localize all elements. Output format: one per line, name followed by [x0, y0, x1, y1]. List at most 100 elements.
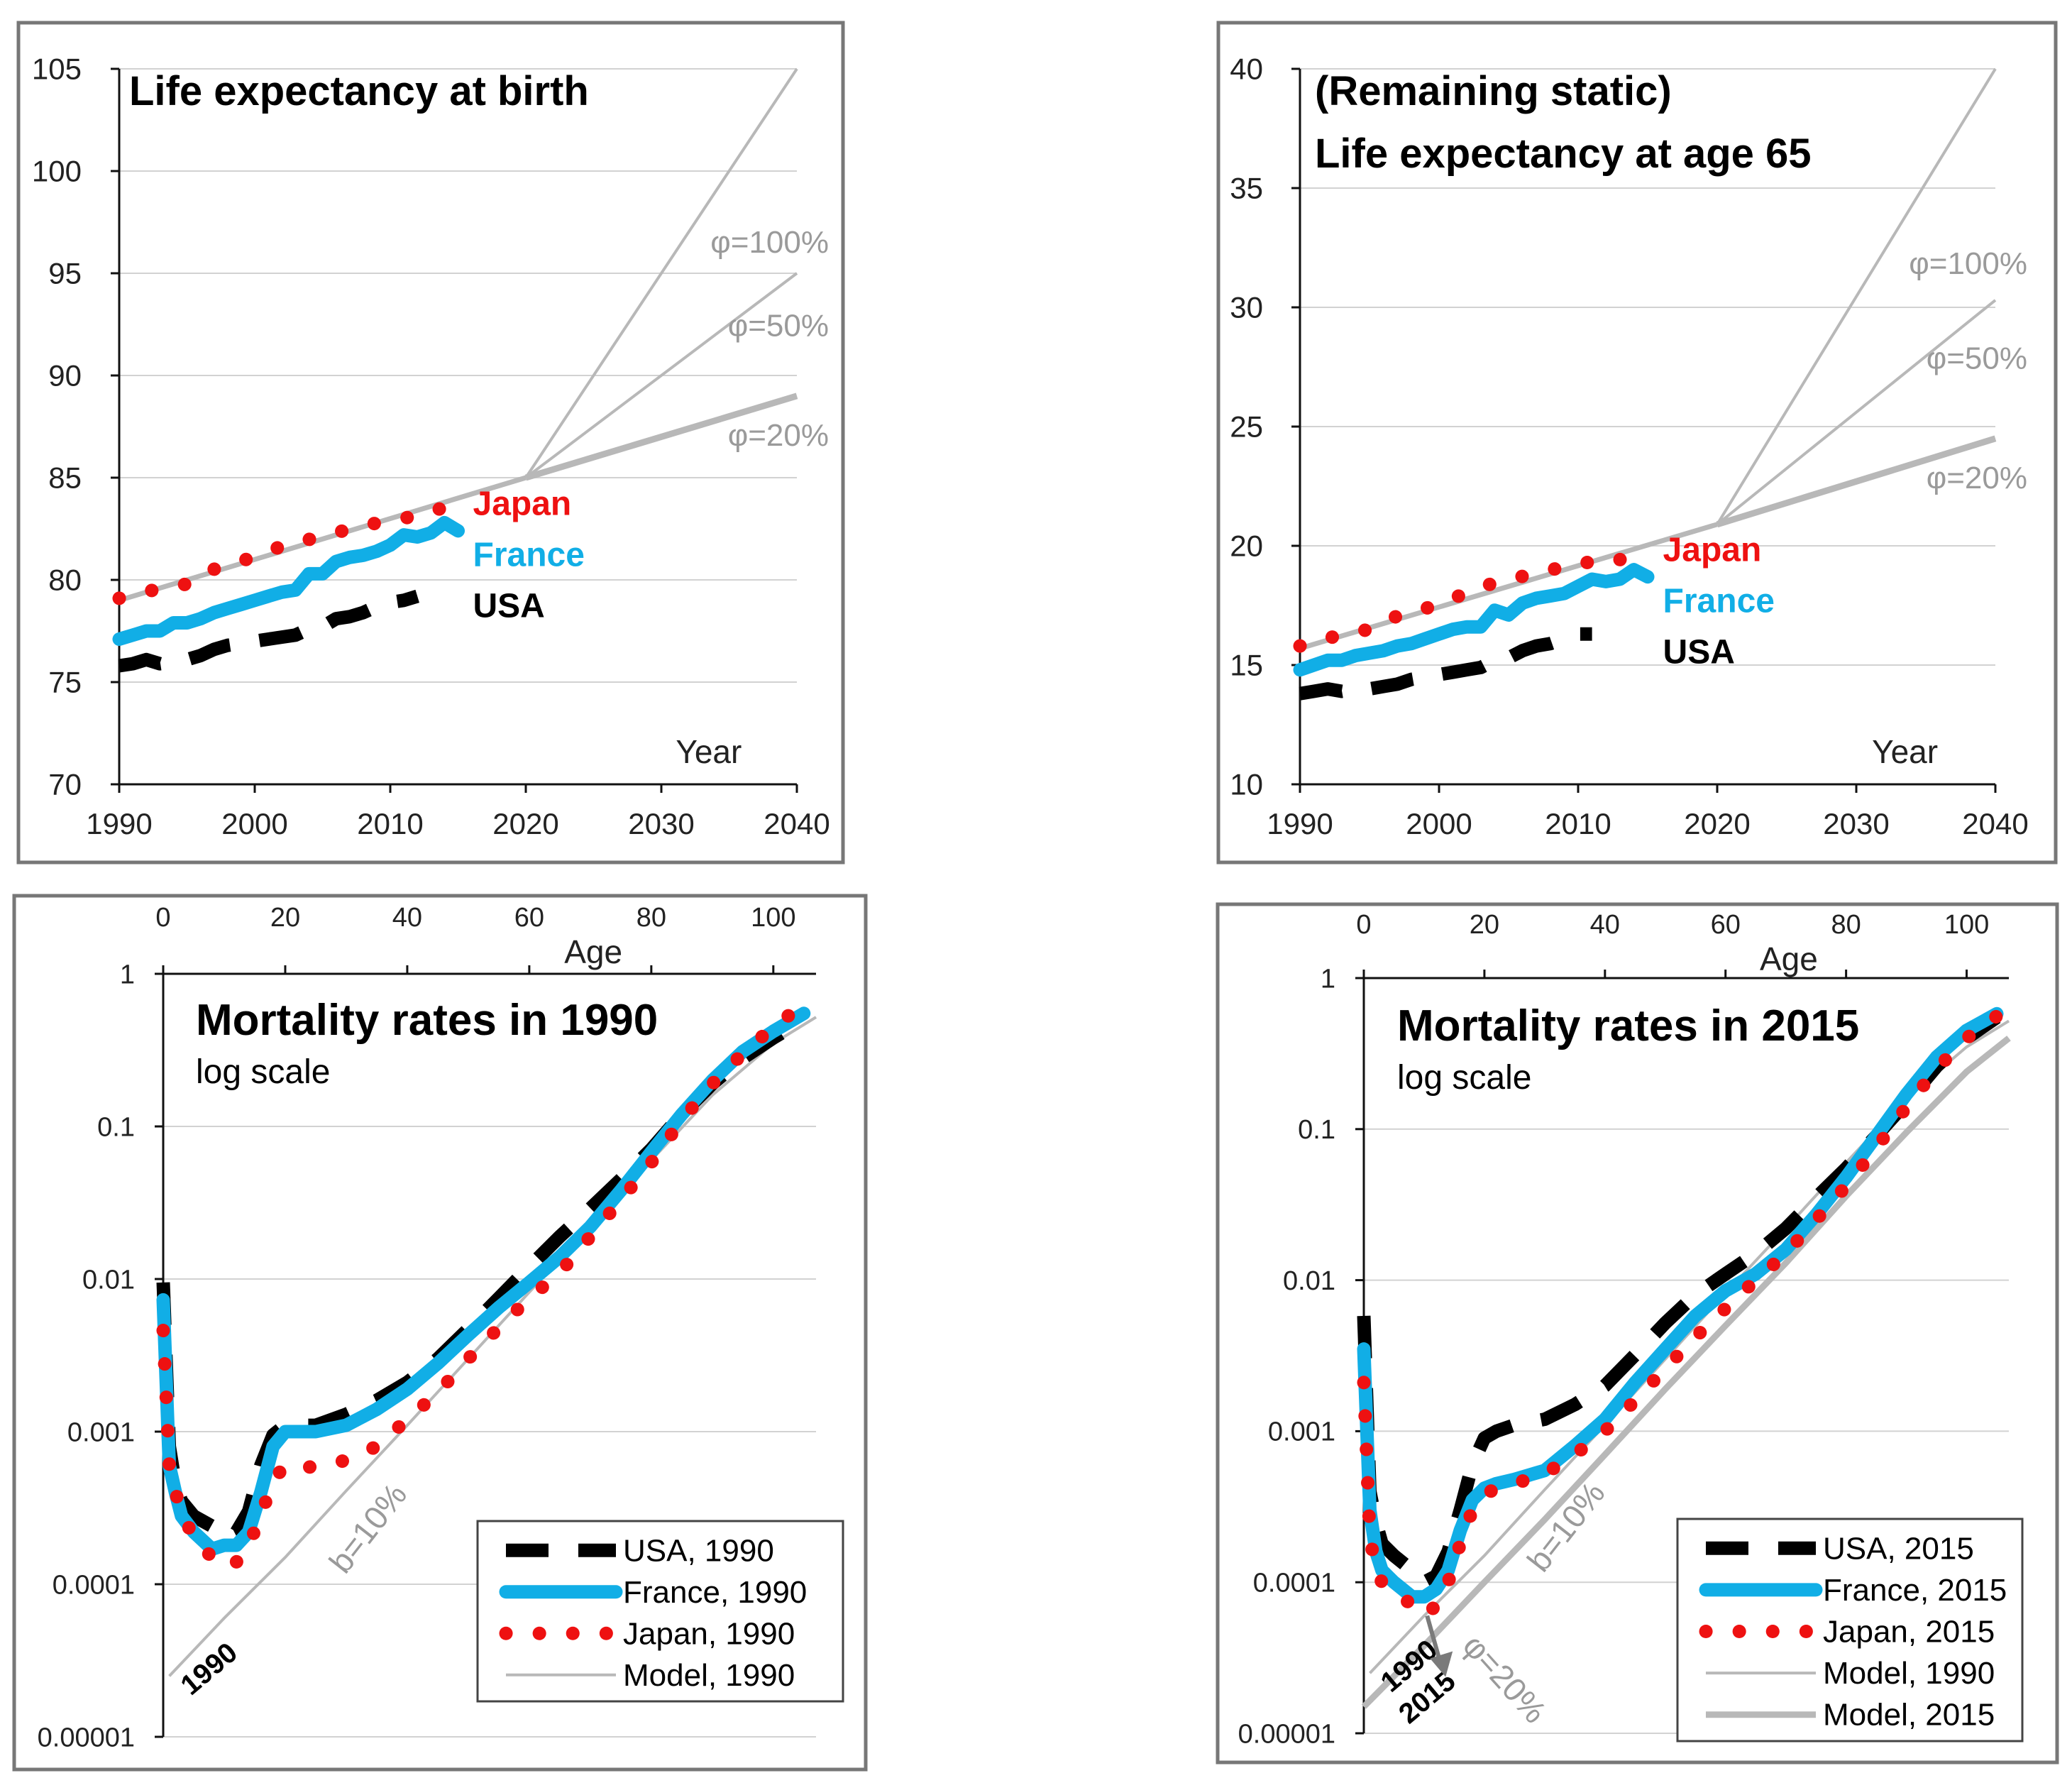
panel-life-expectancy-65: 10 15 20 25 30 35 40 1990 2000 2010 2020 2030 2040 (R…	[1216, 21, 2058, 865]
arrow-head-icon	[1430, 1651, 1453, 1677]
label-usa: USA	[473, 588, 545, 625]
x-tick-label: 1990	[86, 807, 152, 840]
y-tick-label: 0.1	[1298, 1115, 1335, 1145]
series-line-usa	[1299, 627, 1592, 701]
x-axis-title: Age	[1760, 940, 1818, 977]
y-tick-label: 10	[1230, 768, 1263, 801]
y-tick-label: 15	[1230, 649, 1263, 682]
series-group	[112, 67, 798, 673]
series-line-100	[1716, 67, 1997, 525]
y-tick-label: 0.00001	[1238, 1719, 1335, 1749]
label-phi-20: φ=20%	[1927, 461, 2027, 495]
label-phi-50: φ=50%	[1927, 341, 2027, 375]
series-line-model-2015	[1361, 1036, 2011, 1709]
series-line-france	[1293, 563, 1655, 677]
x-tick-label: 100	[1944, 910, 1989, 940]
x-axis-title: Year	[1872, 733, 1938, 770]
x-tick-label: 0	[1356, 910, 1371, 940]
x-tick-label: 2000	[1406, 807, 1472, 840]
label-france: France	[473, 537, 585, 574]
x-tick-label: 40	[392, 903, 422, 933]
series-line-model-1990	[168, 1016, 817, 1677]
series-group	[1293, 67, 1997, 701]
legend-label: Model, 1990	[623, 1658, 795, 1693]
x-tick-label: 2010	[1545, 807, 1611, 840]
series-group	[156, 997, 817, 1677]
series-line-50	[524, 272, 798, 479]
label-usa: USA	[1663, 633, 1735, 671]
x-tick-label: 20	[270, 903, 300, 933]
x-tick-label: 2020	[1684, 807, 1750, 840]
y-tick-label: 90	[48, 359, 82, 393]
y-tick-label: 0.001	[67, 1417, 135, 1447]
x-axis-title: Year	[676, 733, 742, 770]
legend-label: Japan, 1990	[623, 1616, 795, 1651]
x-tick-label: 1990	[1267, 807, 1333, 840]
legend-label: Model, 1990	[1823, 1656, 1995, 1691]
series-line-japan	[1293, 541, 1655, 653]
series-line-50	[1716, 299, 1997, 526]
legend-label: USA, 2015	[1823, 1531, 1974, 1566]
x-tick-label: 2040	[1962, 807, 2028, 840]
legend-label: France, 2015	[1823, 1573, 2007, 1608]
chart-subtitle: log scale	[196, 1053, 330, 1091]
legend-label: USA, 1990	[623, 1533, 774, 1568]
series-line-japan-2015	[1357, 1009, 2004, 1625]
chart-title-line2: Life expectancy at age 65	[1315, 131, 1812, 177]
y-tick-label: 30	[1230, 291, 1263, 324]
x-tick-label: 80	[637, 903, 666, 933]
chart-title: Life expectancy at birth	[129, 68, 589, 114]
x-tick-label: 60	[1711, 910, 1741, 940]
y-tick-label: 40	[1230, 53, 1263, 86]
chart-title-line1: (Remaining static)	[1315, 68, 1672, 114]
label-phi-100: φ=100%	[1909, 246, 2027, 281]
series-line-japan	[112, 495, 465, 605]
panel-frame	[1216, 21, 2058, 865]
y-tick-label: 20	[1230, 529, 1263, 563]
chart-subtitle: log scale	[1397, 1059, 1531, 1097]
series-line-usa-2015	[1357, 1011, 2001, 1589]
y-tick-label: 0.001	[1268, 1417, 1335, 1447]
x-tick-label: 2040	[764, 807, 830, 840]
y-tick-label: 35	[1230, 172, 1263, 205]
panel-mortality-2015: 0.00001 0.0001 0.001 0.01 0.1 10 20 40 60 80 100 Mo…	[1216, 902, 2059, 1765]
x-tick-label: 2030	[628, 807, 694, 840]
label-japan: Japan	[473, 485, 572, 523]
y-tick-label: 75	[48, 666, 82, 699]
x-tick-label: 2020	[492, 807, 558, 840]
series-line-france	[112, 515, 465, 646]
y-tick-label: 1	[1321, 964, 1335, 994]
x-tick-label: 2030	[1823, 807, 1889, 840]
y-tick-label: 0.1	[97, 1112, 135, 1142]
legend-label: France, 1990	[623, 1575, 807, 1610]
y-tick-label: 0.00001	[38, 1723, 135, 1752]
x-tick-label: 100	[751, 903, 795, 933]
panel-life-expectancy-birth: 70 75 80 85 90 95 100 105 1990 2000 2010 2020 2030 20…	[16, 21, 845, 865]
x-tick-label: 60	[514, 903, 544, 933]
x-tick-label: 2000	[221, 807, 287, 840]
label-japan: Japan	[1663, 531, 1762, 569]
series-line-100	[524, 67, 798, 479]
y-tick-label: 1	[120, 960, 135, 989]
label-phi-50: φ=50%	[728, 309, 829, 344]
x-axis-title: Age	[564, 933, 622, 970]
x-tick-label: 2010	[357, 807, 423, 840]
y-tick-label: 105	[32, 53, 82, 86]
y-tick-label: 0.01	[82, 1265, 135, 1295]
series-group	[1357, 1006, 2011, 1709]
y-tick-label: 0.0001	[1253, 1569, 1335, 1598]
x-tick-label: 80	[1831, 910, 1861, 940]
y-tick-label: 85	[48, 461, 82, 495]
label-phi-20: φ=20%	[728, 418, 829, 453]
panel-frame	[16, 21, 845, 865]
x-tick-label: 20	[1470, 910, 1499, 940]
y-tick-label: 70	[48, 768, 82, 801]
y-tick-label: 0.01	[1283, 1266, 1335, 1296]
y-tick-label: 95	[48, 257, 82, 290]
x-tick-label: 0	[155, 903, 170, 933]
arrow-shaft	[1425, 1615, 1443, 1662]
y-tick-label: 100	[32, 155, 82, 188]
series-line-france-1990	[156, 1006, 811, 1556]
chart-title: Mortality rates in 2015	[1397, 1002, 1859, 1050]
